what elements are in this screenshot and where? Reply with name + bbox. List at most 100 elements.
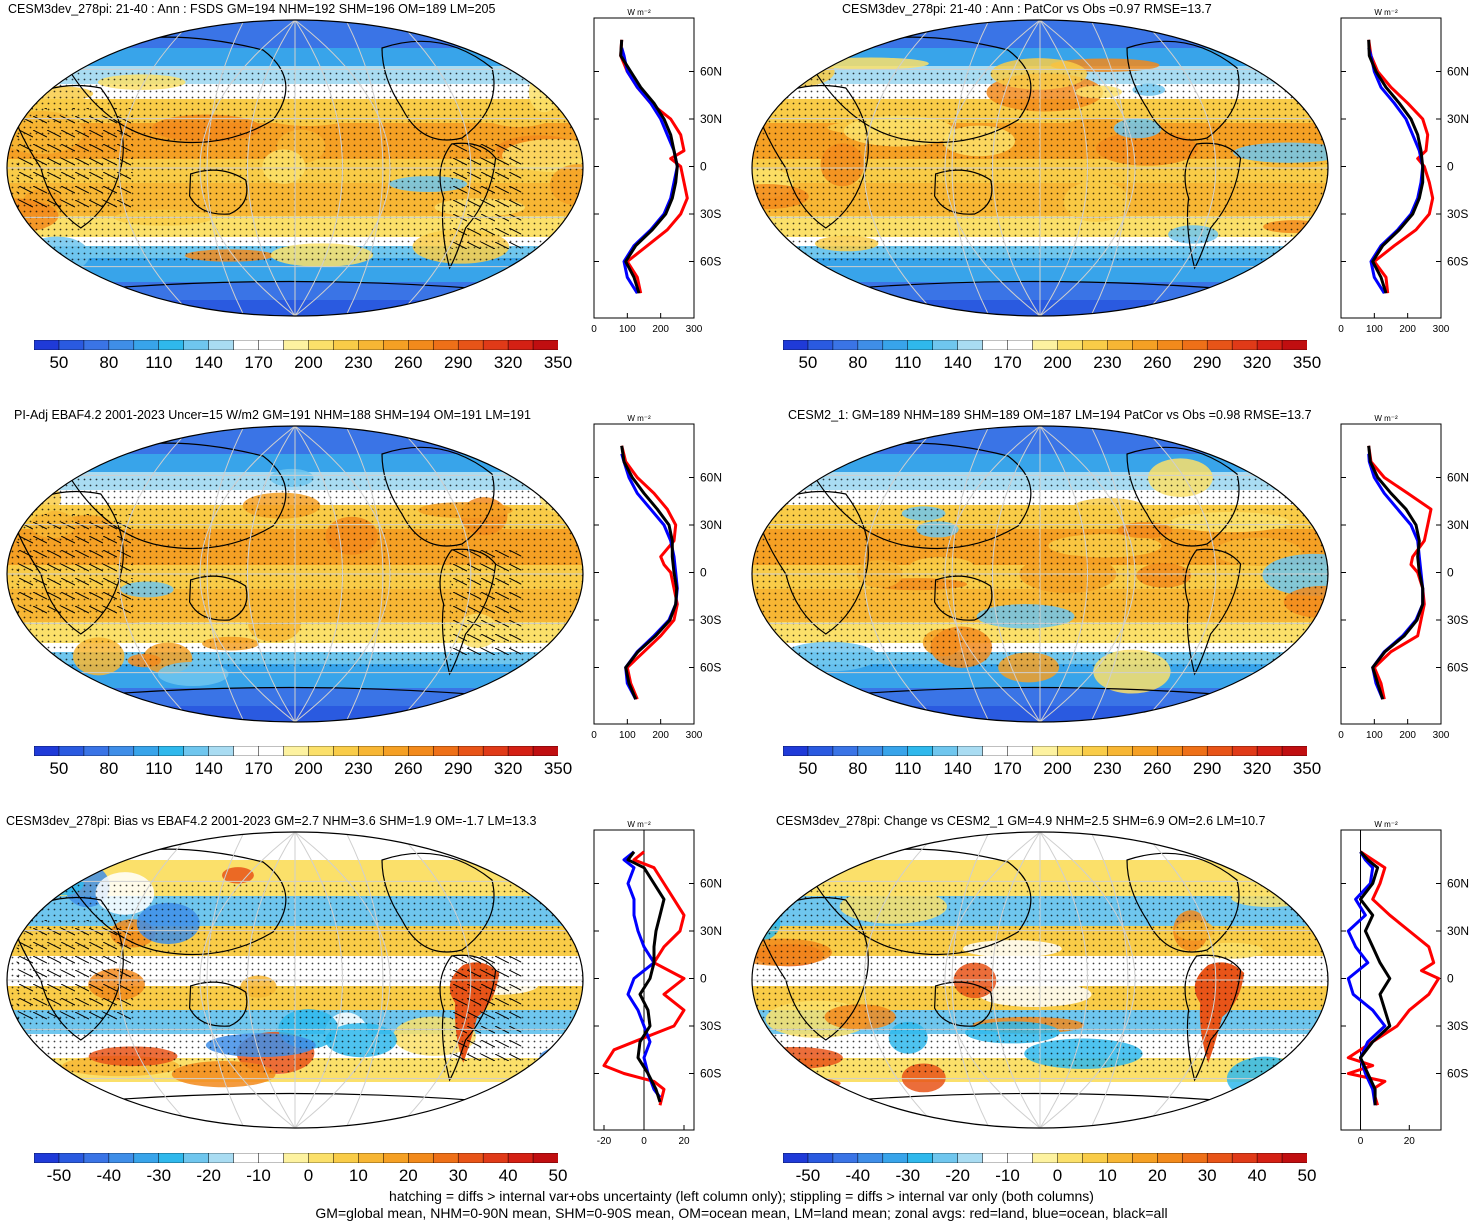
- colorbar-2: [783, 340, 1307, 350]
- colorbar-swatch: [807, 746, 834, 756]
- colorbar-label: 200: [294, 759, 323, 778]
- colorbar-swatch: [882, 340, 909, 350]
- y-tick-label: 30S: [1447, 207, 1468, 221]
- colorbar-label: 80: [99, 353, 119, 372]
- y-tick-label: 30N: [700, 924, 722, 938]
- colorbar-swatch: [283, 1153, 310, 1163]
- colorbar-swatch: [283, 746, 310, 756]
- x-tick-label: 200: [1399, 324, 1416, 335]
- graticule-lon: [346, 22, 384, 314]
- y-tick-label: 30N: [1447, 518, 1469, 532]
- y-tick-label: 60S: [1447, 255, 1468, 269]
- colorbar-swatch: [158, 746, 185, 756]
- colorbar-swatch: [457, 340, 484, 350]
- graticule-lon: [1039, 20, 1088, 316]
- y-tick-label: 60N: [700, 471, 722, 485]
- colorbar-swatch: [982, 340, 1009, 350]
- colorbar-label: 230: [344, 353, 373, 372]
- colorbar-swatch: [1032, 746, 1059, 756]
- colorbar-swatch: [1231, 1153, 1258, 1163]
- graticule-lon: [399, 834, 472, 1126]
- colorbar-swatch: [183, 746, 210, 756]
- colorbar-swatch: [907, 746, 934, 756]
- profile-unit: W m⁻²: [627, 414, 651, 423]
- colorbar-swatch: [532, 1153, 558, 1163]
- colorbar-label: 110: [145, 353, 173, 372]
- colorbar-swatch: [857, 340, 884, 350]
- colorbar-label: -30: [146, 1166, 172, 1185]
- x-tick-label: -20: [597, 1136, 612, 1147]
- y-tick-label: 30S: [1447, 1019, 1468, 1033]
- colorbar-swatch: [408, 1153, 434, 1163]
- graticule-lon: [1091, 428, 1129, 720]
- colorbar-label: 80: [848, 759, 868, 778]
- map-panel-4: [751, 425, 1329, 723]
- colorbar-swatch: [1007, 1153, 1034, 1163]
- colorbar-swatch: [1082, 340, 1109, 350]
- graticule-lon: [199, 20, 296, 316]
- graticule-lon: [118, 22, 191, 314]
- profile-unit: W m⁻²: [627, 8, 651, 17]
- colorbar-label: -50: [46, 1166, 72, 1185]
- colorbar-label: 10: [1097, 1166, 1117, 1185]
- colorbar-swatch: [832, 340, 859, 350]
- colorbar-swatch: [158, 340, 185, 350]
- map-border: [6, 425, 584, 723]
- colorbar-swatch: [108, 746, 135, 756]
- colorbar-swatch: [1132, 746, 1159, 756]
- colorbar-swatch: [1082, 746, 1109, 756]
- colorbar-swatch: [58, 746, 85, 756]
- colorbar-label: 140: [194, 759, 223, 778]
- graticule-lon: [247, 20, 296, 316]
- graticule-lon: [1039, 20, 1136, 316]
- colorbar-swatch: [507, 1153, 534, 1163]
- x-tick-label: 0: [1338, 730, 1344, 741]
- colorbar-swatch: [408, 340, 434, 350]
- colorbar-label: 50: [49, 353, 69, 372]
- y-tick-label: 30S: [700, 1019, 721, 1033]
- map-panel-3: [6, 425, 584, 723]
- graticule-lon: [206, 428, 244, 720]
- y-tick-label: 30N: [700, 112, 722, 126]
- colorbar-label: -10: [995, 1166, 1020, 1185]
- x-tick-label: 300: [686, 324, 703, 335]
- graticule-lon: [951, 834, 989, 1126]
- colorbar-swatch: [1032, 1153, 1059, 1163]
- colorbar-swatch: [1206, 1153, 1233, 1163]
- colorbar-swatch: [183, 340, 210, 350]
- colorbar-label: 230: [1093, 353, 1122, 372]
- colorbar-swatch: [1107, 340, 1134, 350]
- panel-title-5: CESM3dev_278pi: Bias vs EBAF4.2 2001-202…: [6, 814, 537, 828]
- y-tick-label: 60N: [700, 877, 722, 891]
- colorbar-label: 260: [1143, 759, 1172, 778]
- graticule-lon: [992, 832, 1041, 1128]
- y-tick-label: 60S: [1447, 1067, 1468, 1081]
- map-panel-6: [751, 831, 1329, 1129]
- colorbar-swatch: [83, 1153, 110, 1163]
- graticule-lon: [294, 20, 343, 316]
- colorbar-label: 230: [344, 759, 373, 778]
- colorbar-label: 80: [99, 759, 119, 778]
- colorbar-label: 140: [194, 353, 223, 372]
- colorbar-label: 110: [894, 759, 922, 778]
- x-tick-label: 300: [1433, 324, 1450, 335]
- hatching: [451, 144, 522, 249]
- graticule-lon: [1144, 22, 1217, 314]
- colorbar-label: 20: [1147, 1166, 1167, 1185]
- colorbar-label: 0: [1052, 1166, 1063, 1185]
- colorbar-swatch: [1231, 746, 1258, 756]
- colorbar-swatch: [358, 1153, 385, 1163]
- y-tick-label: 30N: [700, 518, 722, 532]
- y-tick-label: 60N: [1447, 65, 1469, 79]
- colorbar-swatch: [1157, 1153, 1183, 1163]
- colorbar-swatch: [532, 340, 558, 350]
- colorbar-label: 110: [894, 353, 922, 372]
- colorbar-swatch: [58, 340, 85, 350]
- map-anomaly: [222, 867, 254, 884]
- colorbar-swatch: [957, 340, 984, 350]
- colorbar-swatch: [308, 340, 335, 350]
- colorbar-label: 290: [444, 759, 473, 778]
- colorbar-swatch: [907, 340, 934, 350]
- colorbar-swatch: [982, 1153, 1009, 1163]
- profile-frame: [1340, 829, 1442, 1131]
